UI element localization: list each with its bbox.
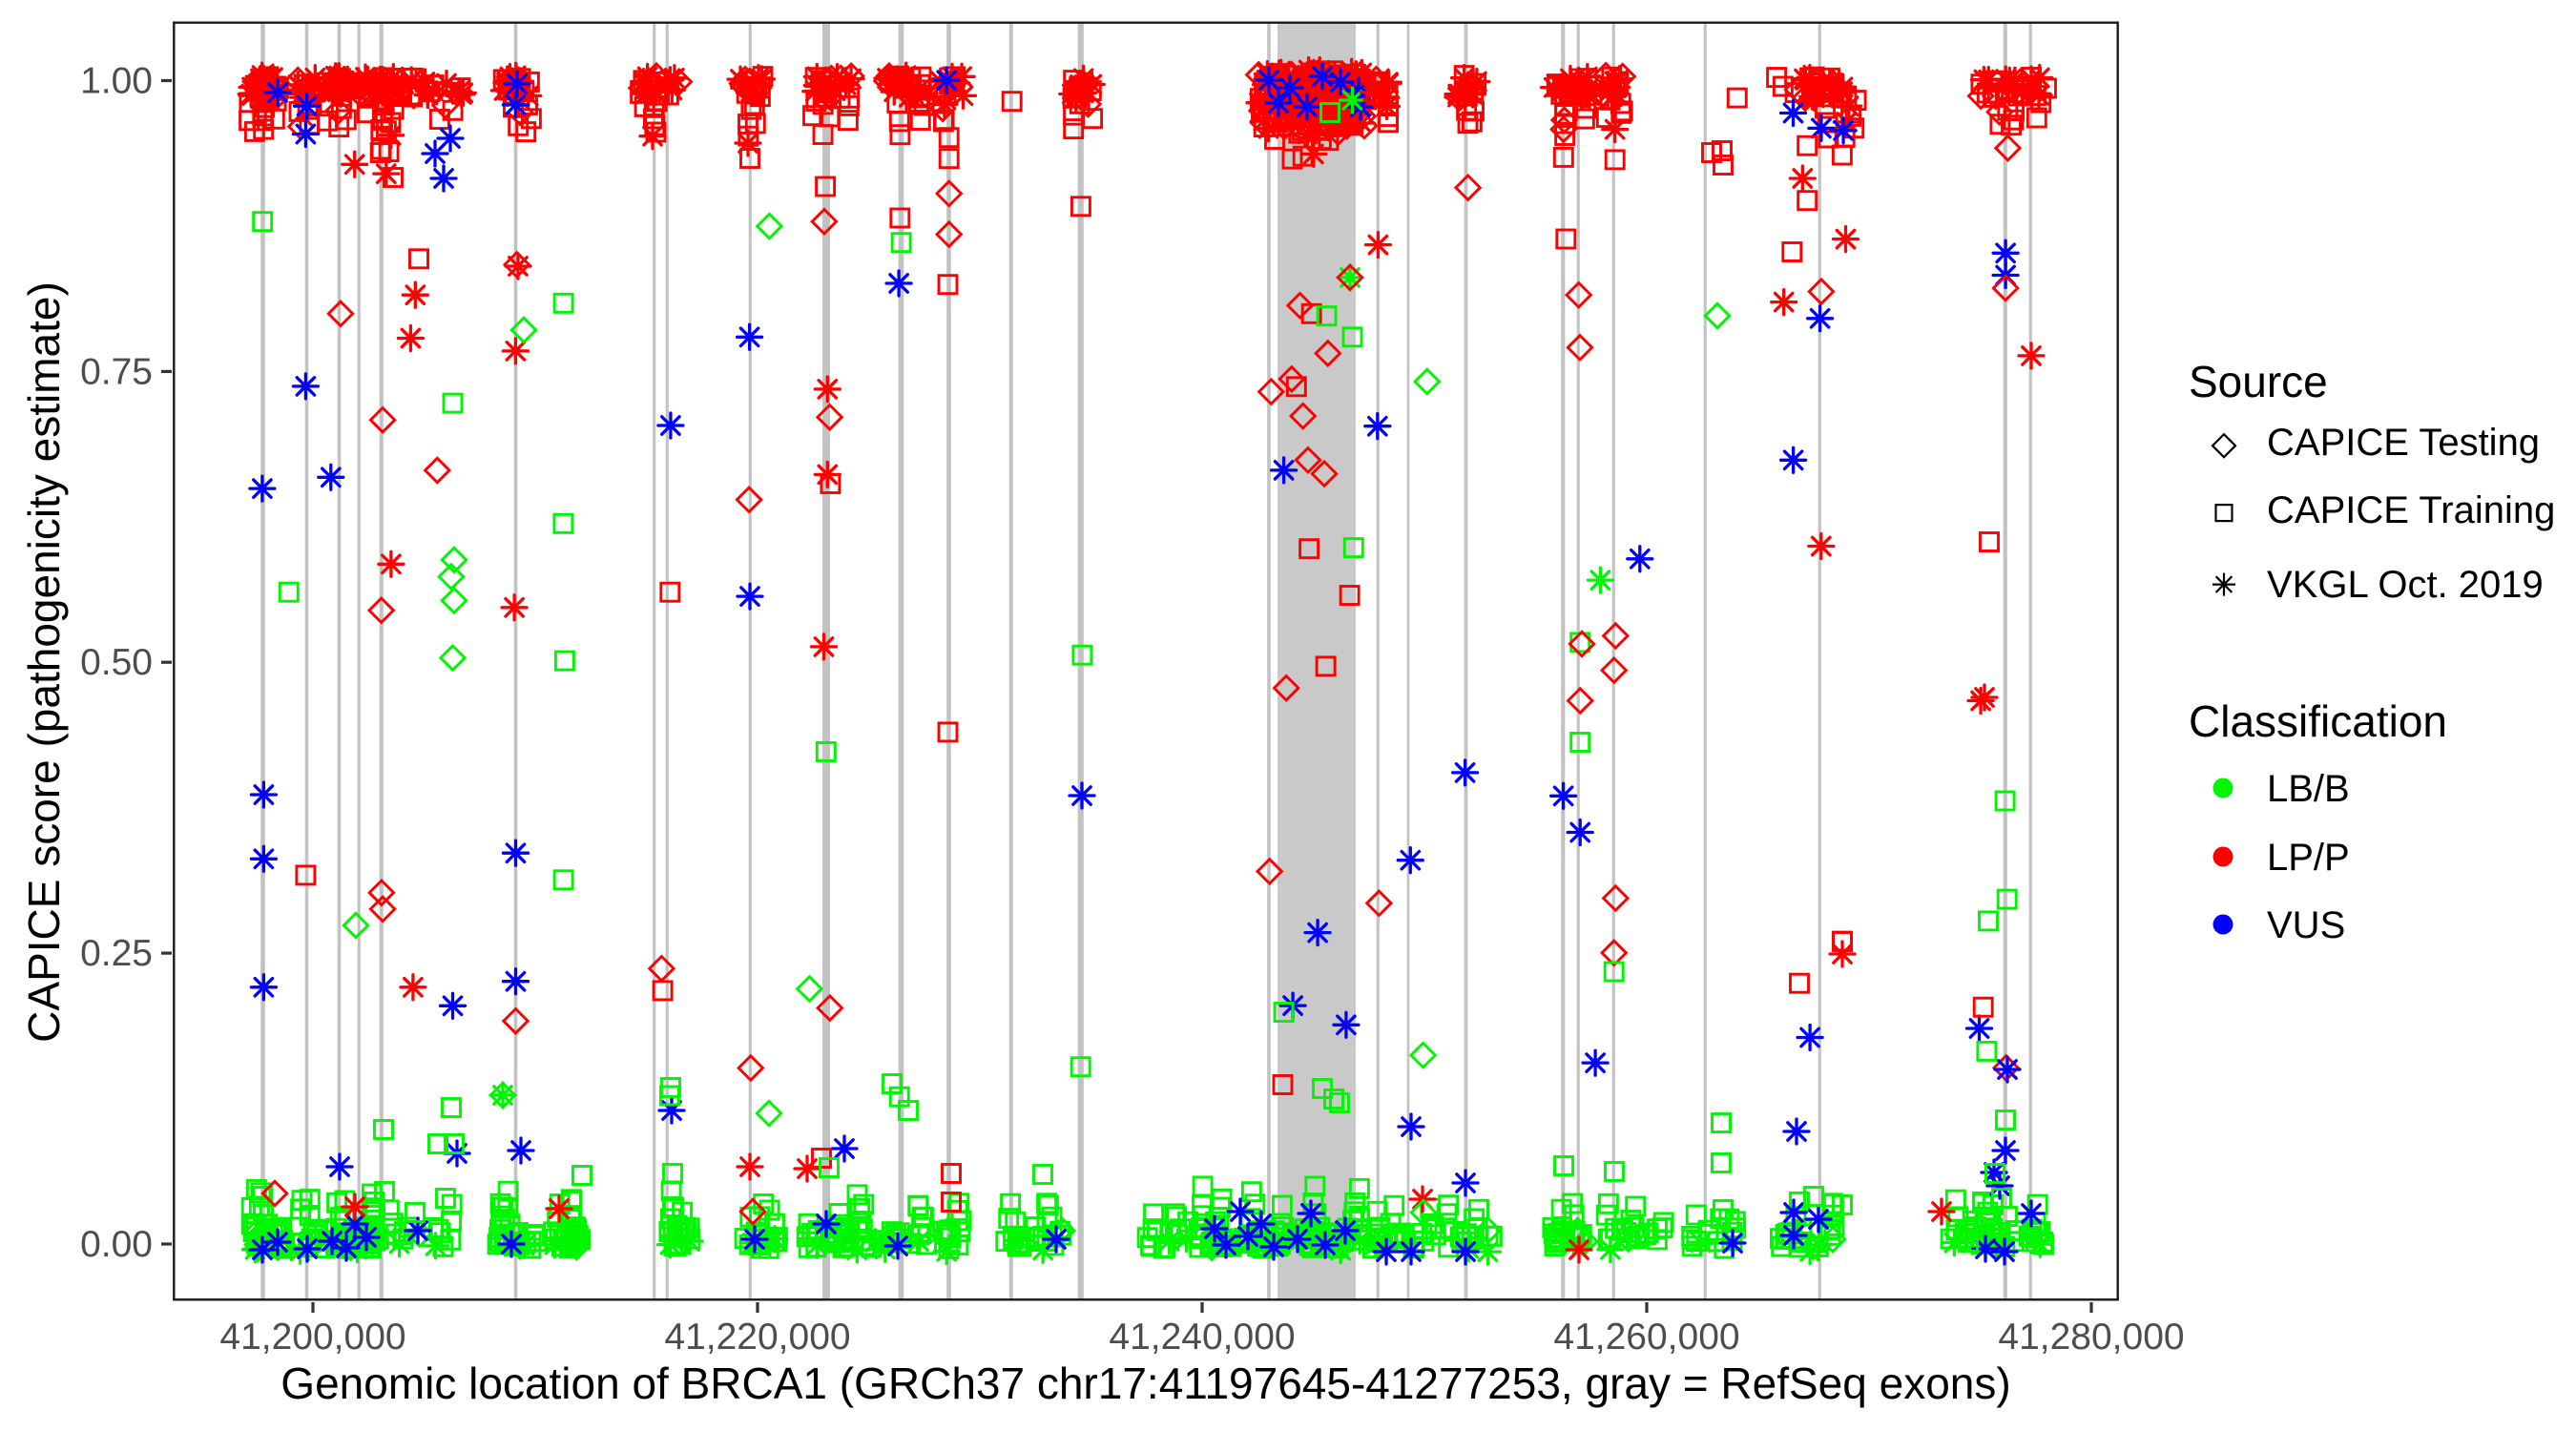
svg-text:LB/B: LB/B xyxy=(2267,768,2350,810)
svg-text:1.00: 1.00 xyxy=(80,61,153,102)
svg-text:41,200,000: 41,200,000 xyxy=(219,1317,405,1358)
svg-text:0.00: 0.00 xyxy=(80,1224,153,1265)
svg-text:VKGL Oct. 2019: VKGL Oct. 2019 xyxy=(2267,564,2544,606)
svg-text:0.75: 0.75 xyxy=(80,351,153,392)
svg-text:0.50: 0.50 xyxy=(80,642,153,683)
svg-text:Genomic location of BRCA1 (GRC: Genomic location of BRCA1 (GRCh37 chr17:… xyxy=(280,1358,2010,1408)
svg-text:41,220,000: 41,220,000 xyxy=(664,1317,850,1358)
svg-text:41,240,000: 41,240,000 xyxy=(1109,1317,1295,1358)
svg-text:CAPICE Testing: CAPICE Testing xyxy=(2267,422,2540,464)
svg-text:VUS: VUS xyxy=(2267,904,2345,946)
svg-text:Source: Source xyxy=(2189,357,2328,406)
svg-text:LP/P: LP/P xyxy=(2267,837,2350,879)
svg-text:CAPICE score (pathogenicity es: CAPICE score (pathogenicity estimate) xyxy=(19,281,69,1043)
svg-text:CAPICE Training: CAPICE Training xyxy=(2267,489,2555,531)
svg-text:Classification: Classification xyxy=(2189,696,2447,746)
svg-text:0.25: 0.25 xyxy=(80,933,153,974)
svg-text:41,280,000: 41,280,000 xyxy=(1998,1317,2184,1358)
svg-text:41,260,000: 41,260,000 xyxy=(1553,1317,1739,1358)
